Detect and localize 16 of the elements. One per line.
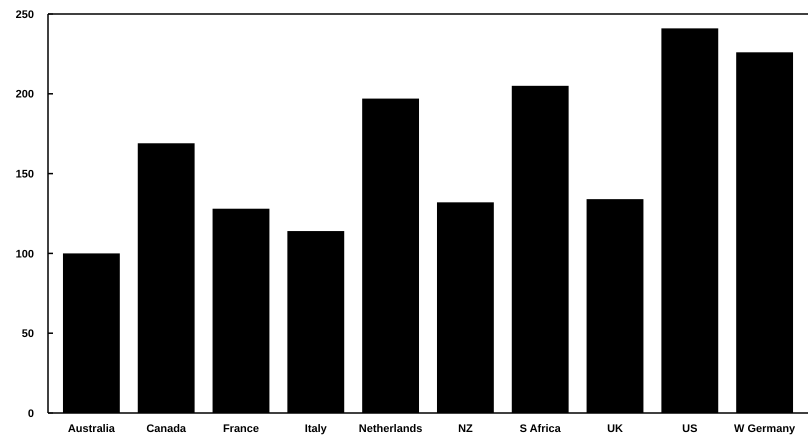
y-tick-label: 50 [22,328,34,340]
x-tick-label: NZ [458,423,474,435]
x-tick-label: Canada [146,423,187,435]
x-tick-label: Netherlands [358,423,422,435]
y-tick-label: 150 [16,168,34,180]
y-tick-label: 100 [16,248,34,260]
x-tick-label: UK [607,423,624,435]
x-tick-label: S Africa [520,423,562,435]
x-tick-label: Italy [304,423,328,435]
x-tick-label: W Germany [734,423,796,435]
y-tick-label: 200 [16,88,34,101]
x-tick-label: US [682,423,698,435]
y-tick-label: 0 [28,408,34,420]
x-tick-label: France [222,423,260,435]
y-tick-label: 250 [16,8,34,21]
x-tick-label: Australia [68,423,116,435]
